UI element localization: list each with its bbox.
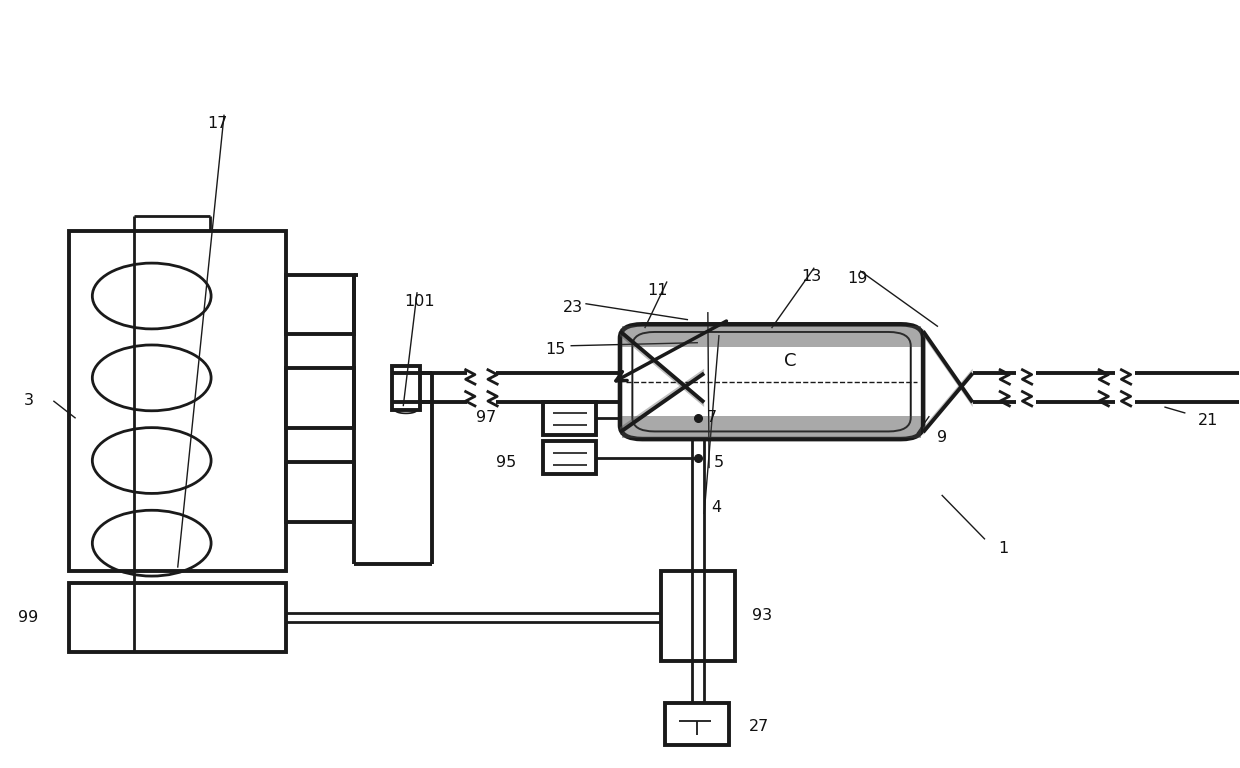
Bar [543,402,596,435]
Text: 11: 11 [647,283,667,298]
Text: 7: 7 [707,410,717,425]
Polygon shape [622,416,920,438]
Polygon shape [622,326,920,347]
Text: 13: 13 [801,270,822,284]
Text: 95: 95 [496,455,516,469]
Text: 93: 93 [753,608,773,624]
Text: 5: 5 [714,455,724,469]
Text: 19: 19 [847,271,868,286]
Text: 99: 99 [19,610,38,625]
Text: 27: 27 [749,720,769,734]
Text: 9: 9 [936,430,947,445]
Text: 15: 15 [546,342,565,357]
Bar [661,571,735,661]
Bar [69,583,286,652]
Bar [392,366,419,410]
Text: 101: 101 [404,294,435,309]
Text: 1: 1 [998,541,1008,556]
Bar [286,275,353,334]
Text: 97: 97 [476,410,496,425]
Polygon shape [923,329,972,407]
Polygon shape [923,369,972,435]
Polygon shape [620,329,704,407]
Bar [665,703,729,745]
FancyBboxPatch shape [620,324,923,439]
Text: 3: 3 [24,393,33,409]
Text: 17: 17 [208,116,228,131]
Text: 21: 21 [1198,413,1218,429]
FancyBboxPatch shape [632,332,910,432]
Polygon shape [620,369,704,435]
Text: C: C [785,352,797,370]
Bar [543,442,596,475]
Bar [69,231,286,571]
Bar [286,462,353,521]
Bar [286,368,353,428]
Text: 4: 4 [712,501,722,515]
Text: 23: 23 [563,300,583,315]
